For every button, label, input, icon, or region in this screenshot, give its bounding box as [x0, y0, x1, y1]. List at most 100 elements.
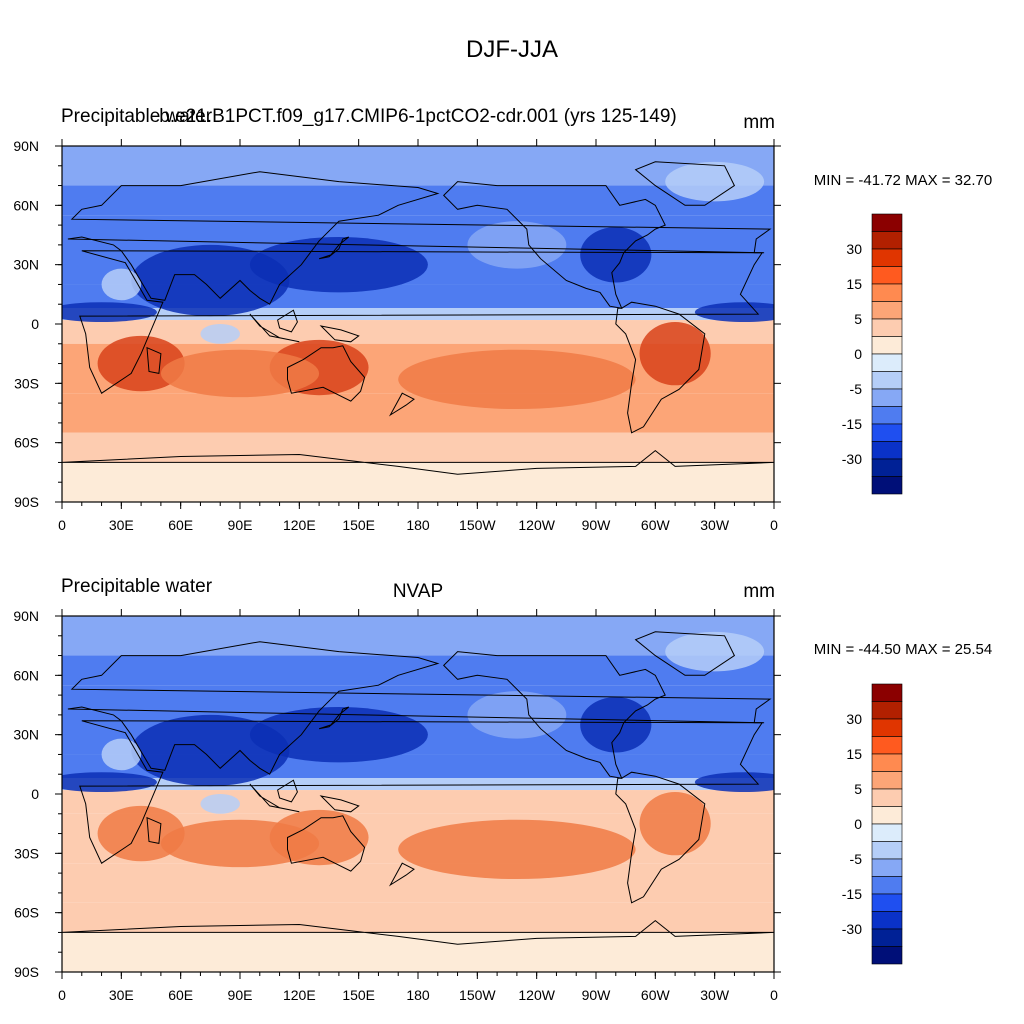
colorbar-label: -5 — [850, 381, 863, 397]
contour-band — [62, 432, 774, 463]
panel-1-left-title: Precipitable water — [61, 106, 213, 127]
x-tick-label: 90E — [228, 987, 253, 1003]
x-tick-label: 30W — [700, 517, 730, 533]
colorbar-swatch — [871, 946, 903, 965]
colorbar-swatch — [871, 353, 903, 372]
colorbar-swatch — [871, 893, 903, 912]
colorbar-label: 30 — [846, 711, 862, 727]
panel-1-colorbar: 30 15 5 0 -5 -15 -30 — [842, 213, 903, 495]
coastline — [634, 161, 736, 206]
contour-region — [639, 322, 711, 386]
contour-region — [101, 738, 142, 771]
contour-region — [580, 227, 652, 283]
panel-1-map — [61, 145, 775, 503]
coastline — [319, 325, 360, 343]
x-tick-label: 60E — [168, 987, 193, 1003]
coastline — [615, 301, 706, 434]
x-tick-label: 30E — [109, 987, 134, 1003]
contour-band — [62, 616, 774, 656]
coastline — [79, 250, 764, 394]
colorbar-swatch — [871, 736, 903, 755]
colorbar-swatch — [871, 388, 903, 407]
colorbar-swatch — [871, 266, 903, 285]
colorbar-label: -30 — [842, 451, 862, 467]
colorbar-label: 0 — [854, 816, 862, 832]
colorbar-swatch — [871, 911, 903, 930]
contour-region — [249, 706, 428, 763]
y-tick-label: 30S — [14, 375, 39, 391]
coastline — [277, 779, 298, 803]
x-tick-label: 120W — [518, 987, 555, 1003]
x-tick-label: 0 — [58, 987, 66, 1003]
x-tick-label: 90E — [228, 517, 253, 533]
contour-region — [131, 244, 290, 317]
colorbar-swatch — [871, 283, 903, 302]
contour-region — [665, 631, 765, 672]
contour-region — [200, 794, 241, 814]
coastline — [615, 771, 706, 904]
colorbar-swatch — [871, 231, 903, 250]
panel-1: Precipitable water b.e21.B1PCT.f09_g17.C… — [13, 106, 992, 533]
contour-region — [665, 161, 765, 202]
colorbar-swatch — [871, 858, 903, 877]
coastline — [318, 706, 350, 730]
x-tick-label: 120W — [518, 517, 555, 533]
colorbar-swatch — [871, 371, 903, 390]
y-tick-label: 60S — [14, 435, 39, 451]
y-tick-label: 0 — [31, 316, 39, 332]
panel-2-axes: 0 30E 60E 90E 120E 150E 180 150W 120W 90W 60W 30W 0 9… — [13, 608, 781, 1003]
coastline — [442, 181, 666, 309]
coastline — [62, 919, 774, 945]
y-tick-label: 30N — [13, 727, 39, 743]
colorbar-label: 0 — [854, 346, 862, 362]
contour-region — [160, 819, 320, 868]
x-tick-label: 0 — [58, 517, 66, 533]
contour-region — [131, 714, 290, 787]
contour-region — [580, 697, 652, 753]
colorbar-label: -15 — [842, 886, 862, 902]
coastline — [388, 392, 415, 417]
x-tick-label: 60E — [168, 517, 193, 533]
x-tick-label: 90W — [582, 987, 612, 1003]
panel-1-units: mm — [743, 112, 775, 133]
contour-band — [62, 790, 774, 814]
contour-region — [694, 302, 774, 323]
coastline — [146, 816, 162, 844]
colorbar-swatch — [871, 248, 903, 267]
x-tick-label: 120E — [283, 517, 316, 533]
coastline — [318, 236, 350, 260]
colorbar-swatch — [871, 876, 903, 895]
colorbar-swatch — [871, 318, 903, 337]
contour-region — [160, 349, 320, 398]
colorbar-swatch — [871, 701, 903, 720]
contour-band — [62, 863, 774, 903]
x-tick-label: 180 — [406, 987, 430, 1003]
colorbar-label: 15 — [846, 746, 862, 762]
coastline — [67, 171, 772, 305]
y-tick-label: 60N — [13, 667, 39, 683]
panel-2-units: mm — [743, 581, 775, 602]
x-tick-label: 0 — [770, 987, 778, 1003]
contour-band — [62, 393, 774, 433]
colorbar-swatch — [871, 683, 903, 702]
panel-2-stats: MIN = -44.50 MAX = 25.54 — [814, 641, 992, 658]
colorbar-swatch — [871, 718, 903, 737]
coastline — [287, 815, 366, 872]
x-tick-label: 0 — [770, 517, 778, 533]
x-tick-label: 60W — [641, 987, 671, 1003]
y-tick-label: 90S — [14, 964, 39, 980]
colorbar-swatch — [871, 806, 903, 825]
colorbar-swatch — [871, 336, 903, 355]
contour-region — [101, 268, 142, 301]
x-tick-label: 60W — [641, 517, 671, 533]
y-tick-label: 60S — [14, 905, 39, 921]
x-tick-label: 120E — [283, 987, 316, 1003]
panel-2-colorbar: 30 15 5 0 -5 -15 -30 — [842, 683, 903, 965]
colorbar-swatch — [871, 841, 903, 860]
coastline — [277, 309, 298, 333]
colorbar-label: -30 — [842, 921, 862, 937]
contour-region — [200, 324, 241, 344]
x-tick-label: 150E — [342, 987, 375, 1003]
contour-band — [62, 320, 774, 344]
contour-region — [467, 221, 567, 269]
